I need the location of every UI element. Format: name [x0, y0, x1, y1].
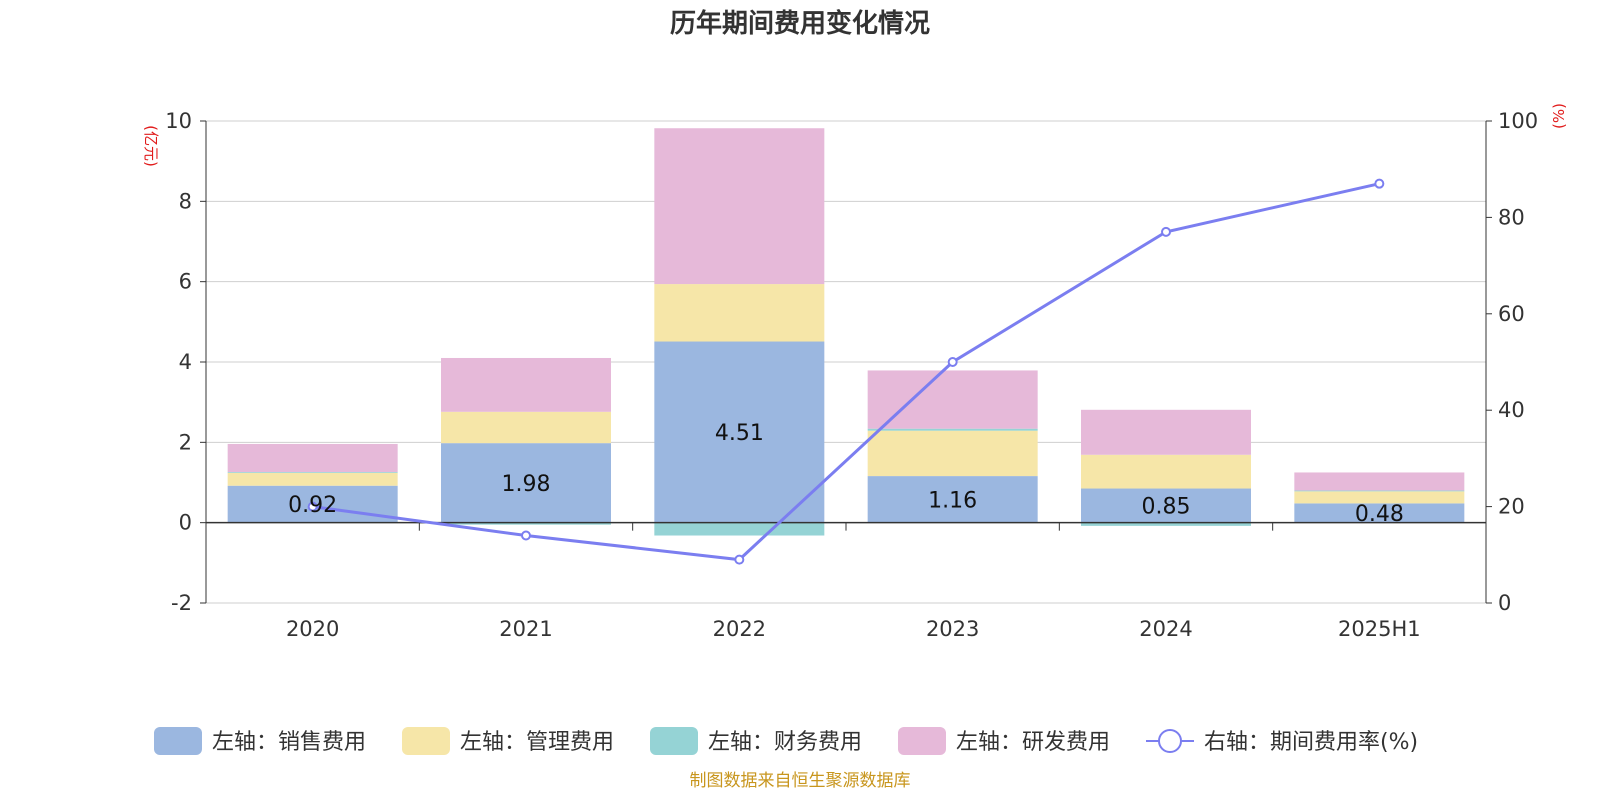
- rate-point: [307, 501, 318, 512]
- bar-segment: [654, 128, 825, 285]
- rate-point: [1161, 226, 1171, 237]
- left-tick-label: 4: [179, 350, 192, 374]
- data-label: 0.92: [288, 493, 337, 518]
- bar-segment: [227, 472, 398, 486]
- chart-title: 历年期间费用变化情况: [670, 8, 930, 39]
- bar-segment: [867, 428, 1038, 431]
- category-label: 2021: [499, 617, 552, 641]
- bar-segment: [867, 430, 1038, 477]
- data-label: 4.51: [715, 421, 764, 446]
- bar-segment: [654, 522, 825, 536]
- bar-segment: [867, 476, 1038, 523]
- bar-segment: [441, 443, 611, 523]
- bar-segment: [227, 472, 398, 473]
- bars: [227, 128, 1465, 536]
- bar-segment: [441, 522, 611, 525]
- source-note: 制图数据来自恒生聚源数据库: [690, 771, 911, 791]
- rate-line-layer: [307, 178, 1385, 565]
- legend-label: 右轴：期间费用率(%): [1204, 730, 1418, 755]
- left-tick-label: -2: [171, 591, 192, 615]
- left-tick-label: 8: [179, 189, 192, 213]
- data-label: 0.85: [1142, 495, 1191, 520]
- bar-segment: [654, 341, 825, 523]
- legend-label: 左轴：财务费用: [708, 730, 862, 755]
- legend-label: 左轴：研发费用: [956, 730, 1110, 755]
- right-tick-label: 100: [1498, 109, 1538, 133]
- category-label: 2022: [713, 617, 766, 641]
- bar-segment: [441, 411, 611, 444]
- legend-swatch: [650, 727, 698, 755]
- data-labels: 0.92 1.98 4.51 1.16 0.85 0.48: [288, 421, 1404, 527]
- rate-point: [947, 357, 958, 367]
- category-label: 2023: [926, 617, 979, 641]
- legend-swatch: [154, 727, 202, 755]
- right-tick-label: 0: [1498, 591, 1511, 615]
- legend-swatch: [402, 727, 450, 755]
- legend-label: 左轴：管理费用: [460, 730, 614, 755]
- left-tick-label: 6: [179, 270, 192, 294]
- rate-point: [734, 554, 745, 565]
- bar-segment: [1081, 522, 1251, 526]
- bar-segment: [227, 443, 398, 473]
- rate-line: [312, 182, 1380, 562]
- left-tick-label: 0: [179, 511, 192, 535]
- bar-segment: [1294, 503, 1465, 523]
- data-label: 1.98: [502, 472, 551, 497]
- left-tick-label: 10: [165, 109, 192, 133]
- right-tick-label: 40: [1498, 398, 1525, 422]
- bar-segment: [867, 370, 1038, 429]
- rate-point: [1374, 178, 1385, 189]
- data-label: 0.48: [1355, 502, 1404, 527]
- category-label: 2020: [286, 617, 339, 641]
- grid-lines: [206, 120, 1486, 604]
- right-tick-label: 80: [1498, 205, 1525, 229]
- bar-segment: [441, 357, 611, 412]
- bar-segment: [1294, 491, 1465, 504]
- data-label: 1.16: [928, 488, 977, 513]
- bar-segment: [654, 284, 825, 342]
- right-tick-label: 20: [1498, 495, 1525, 519]
- bar-segment: [1081, 488, 1251, 523]
- category-label: 2025H1: [1338, 617, 1421, 641]
- legend-marker-icon: [1158, 729, 1182, 753]
- bar-segment: [1081, 409, 1251, 455]
- bar-segment: [1294, 490, 1465, 492]
- right-axis-unit: (%): [1550, 103, 1568, 129]
- bar-segment: [1294, 472, 1465, 491]
- rate-point: [521, 530, 531, 541]
- right-tick-label: 60: [1498, 302, 1525, 326]
- left-axis-unit: (亿元): [142, 125, 160, 167]
- left-tick-label: 2: [179, 430, 192, 454]
- bar-segment: [1081, 454, 1251, 489]
- legend-label: 左轴：销售费用: [212, 730, 366, 755]
- legend-swatch: [898, 727, 946, 755]
- category-label: 2024: [1139, 617, 1192, 641]
- legend: 左轴：销售费用 左轴：管理费用 左轴：财务费用 左轴：研发费用 右轴：期间费用率(%): [154, 727, 1418, 755]
